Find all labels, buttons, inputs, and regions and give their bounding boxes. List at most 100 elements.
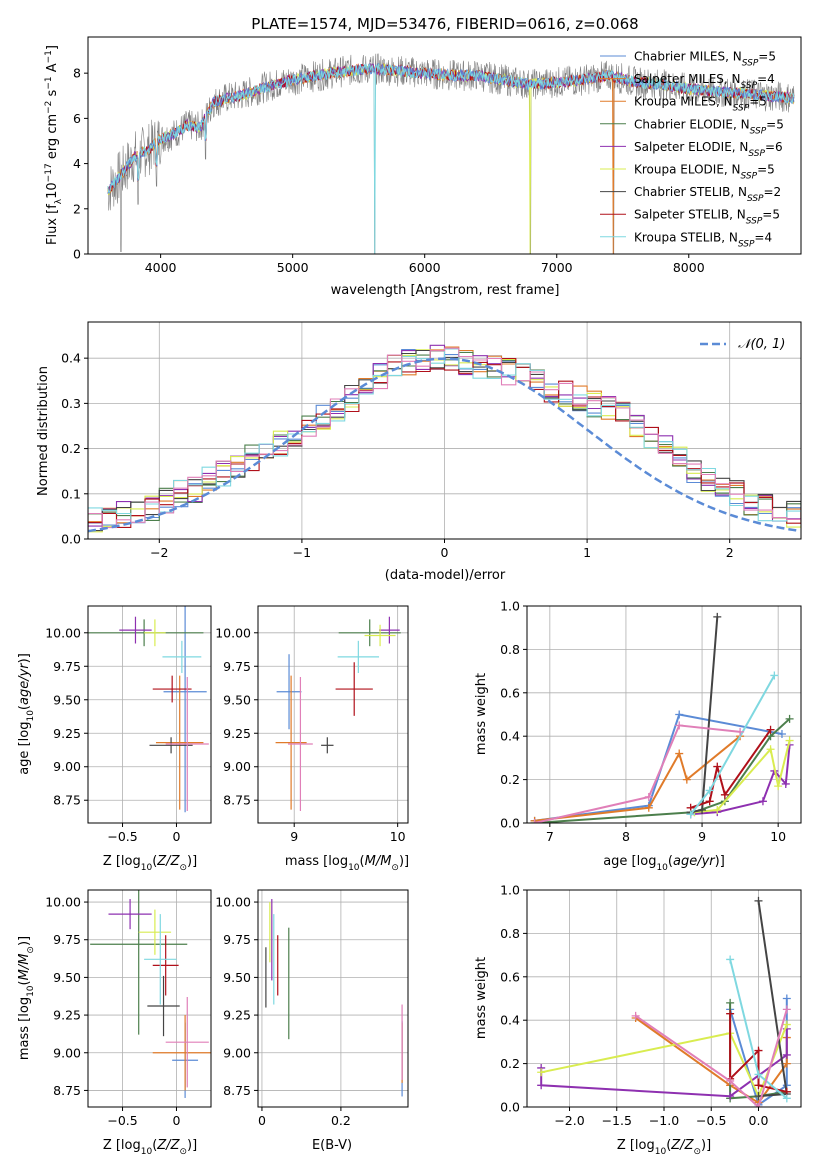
- spectrum-axes: 4000 5000 6000 7000 8000 0 2 4 6 8: [73, 36, 802, 275]
- weight-marker: [782, 994, 791, 1003]
- y-tick-label: 9.00: [223, 1045, 251, 1060]
- weight-marker: [644, 792, 653, 801]
- y-tick-label: 8: [73, 66, 81, 81]
- weight-marker: [782, 1005, 791, 1014]
- weight-marker: [766, 725, 775, 734]
- y-tick-label: 1.0: [500, 599, 520, 614]
- x-axis-label: Z [log10(Z/Z⊙)]: [103, 1138, 197, 1157]
- x-tick-label: 0.0: [749, 1113, 769, 1128]
- x-tick-label: −1.5: [602, 1113, 632, 1128]
- x-tick-label: 9: [290, 829, 298, 844]
- y-tick-label: 10.00: [215, 895, 251, 910]
- weight-marker: [781, 779, 790, 788]
- legend-entry: Chabrier ELODIE, NSSP=5: [634, 117, 784, 136]
- y-tick-label: 0.6: [500, 685, 520, 700]
- x-tick-label: 4000: [145, 260, 177, 275]
- weight-marker: [754, 1046, 763, 1055]
- weight-marker: [777, 730, 786, 739]
- x-axis-label: Z [log10(Z/Z⊙)]: [103, 854, 197, 873]
- residual-axes: −2 −1 0 1 2 0.0 0.1 0.2 0.3 0.4: [61, 321, 802, 560]
- y-tick-label: 0.0: [500, 1100, 520, 1115]
- weight-marker: [682, 775, 691, 784]
- y-tick-label: 2: [73, 201, 81, 216]
- axes-frame: [257, 605, 409, 824]
- y-tick-label: 0.1: [61, 486, 81, 501]
- y-axis-label: mass [log10(M/M⊙)]: [17, 936, 36, 1060]
- y-tick-label: 0.0: [500, 816, 520, 831]
- mass-vs-ebv-axes: 0 0.2 8.75 9.00 9.25 9.50 9.75 10.00: [215, 889, 409, 1128]
- x-tick-label: 0: [172, 829, 180, 844]
- mass-vs-z-axes: −0.5 0 8.75 9.00 9.25 9.50 9.75 10.00: [45, 889, 212, 1128]
- weight-marker: [754, 896, 763, 905]
- x-tick-label: −0.5: [107, 829, 137, 844]
- x-tick-label: 5000: [277, 260, 309, 275]
- y-tick-label: 4: [73, 156, 81, 171]
- weight-marker: [782, 1094, 791, 1103]
- x-axis-label: wavelength [Angstrom, rest frame]: [331, 283, 560, 298]
- weight-marker: [537, 1068, 546, 1077]
- y-tick-label: 9.75: [223, 932, 251, 947]
- legend-entry: 𝒩(0, 1): [738, 337, 785, 352]
- legend-entry: Salpeter MILES, NSSP=4: [634, 72, 775, 91]
- y-tick-label: 9.00: [53, 1045, 81, 1060]
- weight-marker: [631, 1011, 640, 1020]
- y-tick-label: 8.75: [223, 793, 251, 808]
- x-tick-label: −1.0: [649, 1113, 679, 1128]
- weight-marker: [766, 745, 775, 754]
- weight-marker: [713, 612, 722, 621]
- y-tick-label: 0.2: [500, 772, 520, 787]
- weight-marker: [705, 797, 714, 806]
- weight-marker: [754, 1070, 763, 1079]
- x-tick-label: 2: [726, 545, 734, 560]
- y-tick-label: 9.25: [53, 1008, 81, 1023]
- legend-entry: Chabrier STELIB, NSSP=2: [634, 185, 781, 204]
- weight-marker: [782, 1020, 791, 1029]
- x-tick-label: 10: [390, 829, 406, 844]
- weight-series-line: [635, 1009, 788, 1107]
- mass-weight-vs-age-axes: 7 8 9 10 0.0 0.2 0.4 0.6 0.8 1.0: [500, 599, 802, 844]
- y-tick-label: 10.00: [45, 625, 81, 640]
- x-tick-label: 7: [546, 829, 554, 844]
- legend-entry: Kroupa STELIB, NSSP=4: [634, 230, 772, 249]
- y-tick-label: 0.8: [500, 926, 520, 941]
- y-tick-label: 9.25: [223, 726, 251, 741]
- y-tick-label: 9.50: [223, 970, 251, 985]
- weight-series-line: [534, 724, 741, 823]
- plot-area: [530, 612, 794, 823]
- y-tick-label: 8.75: [53, 1083, 81, 1098]
- x-axis-label: Z [log10(Z/Z⊙)]: [617, 1138, 711, 1157]
- y-tick-label: 9.50: [223, 692, 251, 707]
- axes-frame: [87, 889, 212, 1108]
- y-tick-label: 9.50: [53, 692, 81, 707]
- weight-marker: [736, 727, 745, 736]
- x-axis-label: E(B-V): [312, 1138, 352, 1153]
- histogram-series: [88, 347, 801, 529]
- x-axis-label: mass [log10(M/M⊙)]: [285, 854, 409, 873]
- y-tick-label: 0.4: [500, 1013, 520, 1028]
- legend-entry: Chabrier MILES, NSSP=5: [634, 50, 776, 69]
- y-axis-label: mass weight: [474, 957, 489, 1039]
- weight-marker: [785, 736, 794, 745]
- x-tick-label: 9: [698, 829, 706, 844]
- y-tick-label: 0.2: [500, 1056, 520, 1071]
- weight-series-line: [534, 735, 741, 822]
- y-tick-label: 6: [73, 111, 81, 126]
- x-axis-label: (data-model)/error: [385, 568, 506, 583]
- y-tick-label: 10.00: [215, 625, 251, 640]
- y-tick-label: 9.75: [223, 659, 251, 674]
- x-tick-label: −0.5: [696, 1113, 726, 1128]
- weight-marker: [754, 1103, 763, 1107]
- age-vs-z-axes: −0.5 0 8.75 9.00 9.25 9.50 9.75 10.00: [45, 605, 212, 844]
- chart-title: PLATE=1574, MJD=53476, FIBERID=0616, z=0…: [251, 15, 638, 33]
- x-tick-label: 6000: [409, 260, 441, 275]
- axes-frame: [87, 605, 212, 824]
- spectrum-model-line: [107, 63, 795, 254]
- plot-area: [275, 616, 401, 811]
- weight-marker: [675, 749, 684, 758]
- y-axis-label: Normed distribution: [36, 366, 51, 496]
- x-tick-label: 8: [622, 829, 630, 844]
- x-tick-label: 0: [258, 1113, 266, 1128]
- x-axis-label: age [log10(age/yr)]: [603, 854, 725, 873]
- age-vs-mass-axes: 9 10 8.75 9.00 9.25 9.50 9.75 10.00: [215, 605, 409, 844]
- y-tick-label: 1.0: [500, 883, 520, 898]
